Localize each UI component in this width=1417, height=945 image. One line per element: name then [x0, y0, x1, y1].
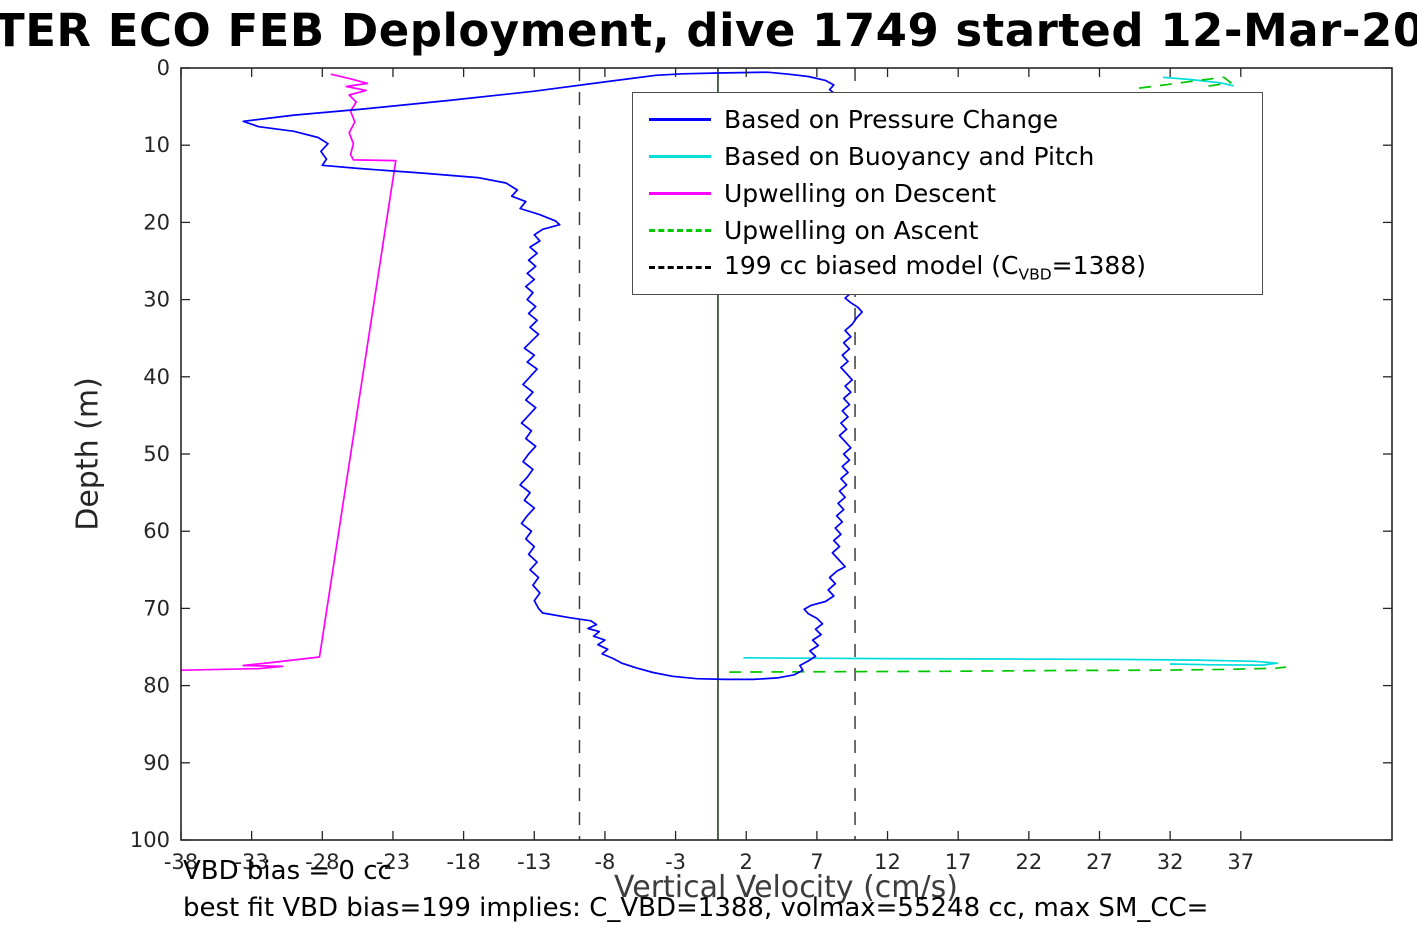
x-tick-label: 2	[740, 850, 753, 874]
series-upwelling-descent	[180, 73, 397, 672]
legend-line-sample-green	[649, 229, 711, 232]
x-tick-label: 27	[1086, 850, 1113, 874]
y-tick-label: 10	[143, 133, 170, 157]
y-tick-label: 50	[143, 442, 170, 466]
x-tick-label: 22	[1015, 850, 1042, 874]
y-tick-label: 80	[143, 674, 170, 698]
legend-label: Based on Buoyancy and Pitch	[724, 142, 1095, 171]
x-tick-label: -28	[305, 850, 339, 874]
series-upwelling-ascent	[1138, 76, 1232, 89]
legend-item-buoyancy-pitch: Based on Buoyancy and Pitch	[633, 138, 1262, 175]
x-tick-label: 12	[874, 850, 901, 874]
y-tick-label: 20	[143, 210, 170, 234]
legend-item-upwelling-descent: Upwelling on Descent	[633, 175, 1262, 212]
legend-label-subscript: VBD	[1018, 265, 1052, 284]
series-buoyancy-pitch	[743, 656, 1279, 666]
legend-item-upwelling-ascent: Upwelling on Ascent	[633, 212, 1262, 249]
legend-line-sample-black-dashed	[649, 266, 711, 269]
legend-line-sample-magenta	[649, 192, 711, 195]
x-tick-label: -8	[594, 850, 615, 874]
x-tick-label: 37	[1227, 850, 1254, 874]
y-tick-label: 40	[143, 365, 170, 389]
y-tick-label: 70	[143, 596, 170, 620]
legend-label: Upwelling on Ascent	[724, 216, 979, 245]
legend-item-pressure-change: Based on Pressure Change	[633, 101, 1262, 138]
x-axis-label: Vertical Velocity (cm/s)	[614, 870, 958, 905]
y-tick-label: 60	[143, 519, 170, 543]
y-tick-label: 0	[157, 56, 170, 80]
legend-line-sample-blue	[649, 118, 711, 121]
legend-label-suffix: =1388)	[1051, 251, 1146, 281]
x-tick-label: -13	[517, 850, 551, 874]
x-tick-label: -38	[164, 850, 198, 874]
vbd-bias-annotation: VBD bias = 0 cc	[183, 856, 392, 886]
series-upwelling-ascent	[729, 666, 1287, 673]
y-tick-label: 90	[143, 751, 170, 775]
legend: Based on Pressure Change Based on Buoyan…	[632, 92, 1263, 295]
y-tick-label: 100	[130, 828, 170, 852]
legend-label: Based on Pressure Change	[724, 105, 1059, 134]
x-tick-label: 7	[810, 850, 823, 874]
x-tick-label: -33	[234, 850, 268, 874]
y-axis-label: Depth (m)	[70, 377, 106, 531]
legend-label: Upwelling on Descent	[724, 179, 997, 208]
legend-label: 199 cc biased model (CVBD=1388)	[724, 251, 1146, 283]
best-fit-annotation: best fit VBD bias=199 implies: C_VBD=138…	[183, 893, 1209, 923]
x-tick-label: -18	[446, 850, 480, 874]
series-buoyancy-pitch	[1163, 76, 1234, 87]
x-tick-label: -3	[665, 850, 686, 874]
x-tick-label: 32	[1157, 850, 1184, 874]
y-tick-label: 30	[143, 288, 170, 312]
legend-line-sample-cyan	[649, 155, 711, 158]
legend-label-prefix: 199 cc biased model (C	[724, 251, 1019, 281]
legend-item-biased-model: 199 cc biased model (CVBD=1388)	[633, 249, 1262, 286]
figure-title: TER ECO FEB Deployment, dive 1749 starte…	[0, 4, 1417, 57]
x-tick-label: 17	[945, 850, 972, 874]
x-tick-label: -23	[376, 850, 410, 874]
